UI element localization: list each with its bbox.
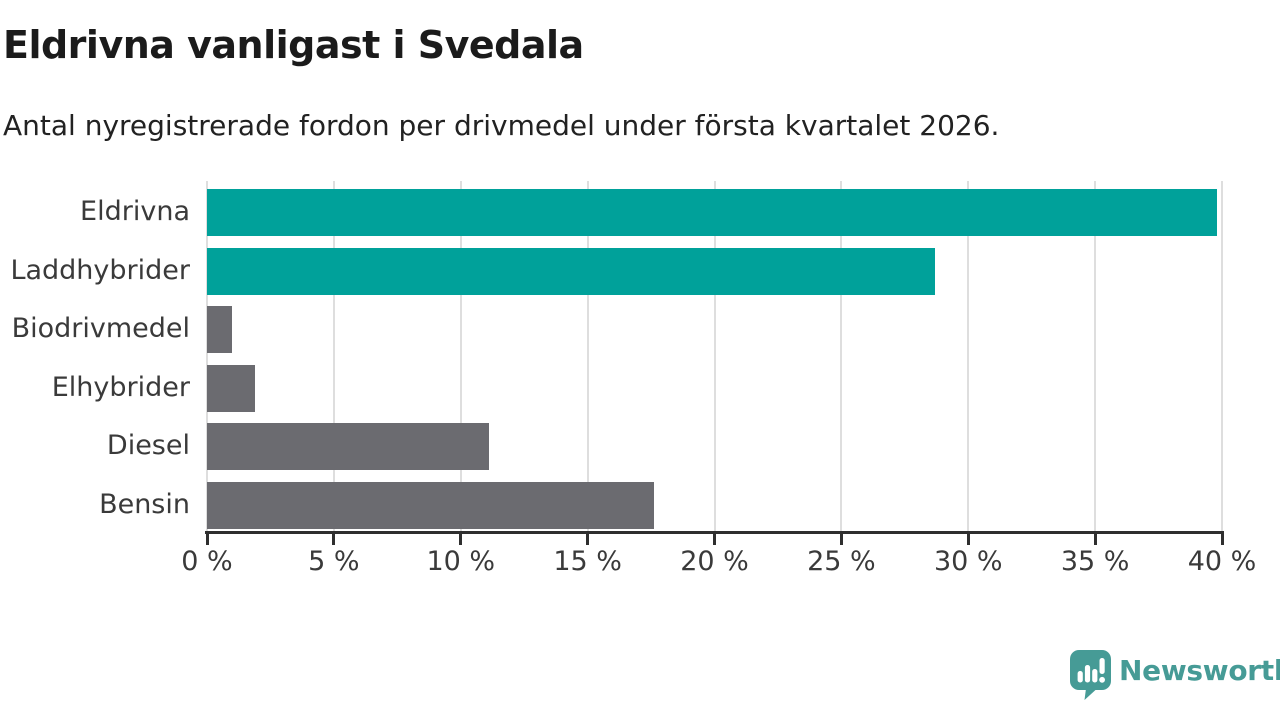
gridline <box>967 181 970 531</box>
x-axis-tick-label: 15 % <box>553 546 622 577</box>
category-label: Diesel <box>106 430 190 462</box>
x-axis-tick <box>586 534 590 545</box>
category-label: Laddhybrider <box>10 254 190 286</box>
gridline <box>1094 181 1097 531</box>
chart-title: Eldrivna vanligast i Svedala <box>3 23 584 67</box>
bar-biodrivmedel <box>207 306 233 354</box>
bar-eldrivna <box>207 189 1217 236</box>
gridline <box>840 181 843 531</box>
x-axis-tick-label: 40 % <box>1187 546 1257 577</box>
category-label: Bensin <box>99 489 190 520</box>
x-axis-tick <box>966 534 970 545</box>
x-axis-tick <box>332 534 336 545</box>
x-axis-tick-label: 0 % <box>181 546 233 577</box>
gridline <box>713 181 716 531</box>
plot-area <box>206 181 1223 531</box>
gridline <box>332 181 335 531</box>
x-axis-tick <box>1093 534 1097 545</box>
x-axis-tick-label: 5 % <box>308 546 360 577</box>
x-axis-line <box>205 531 1224 534</box>
x-axis-tick-label: 20 % <box>680 546 749 577</box>
gridline <box>206 181 208 531</box>
bar-diesel <box>207 423 489 471</box>
brand-footer: Newsworthy <box>1070 650 1280 700</box>
gridline <box>459 181 462 531</box>
x-axis-tick <box>839 534 843 545</box>
chart-subtitle: Antal nyregistrerade fordon per drivmede… <box>3 109 1000 142</box>
brand-name: Newsworthy <box>1119 654 1280 687</box>
bar-laddhybrider <box>207 247 936 295</box>
x-axis-tick-label: 25 % <box>807 546 876 577</box>
x-axis-tick-label: 10 % <box>426 546 496 577</box>
category-label: Eldrivna <box>80 196 190 227</box>
category-label: Biodrivmedel <box>11 313 190 345</box>
x-axis-tick-label: 35 % <box>1060 546 1130 577</box>
x-axis-tick-label: 30 % <box>933 546 1003 577</box>
x-axis-tick <box>459 534 463 545</box>
x-axis-tick <box>1220 534 1224 545</box>
bar-elhybrider <box>207 364 256 412</box>
gridline <box>1221 181 1223 531</box>
x-axis-tick <box>205 534 209 545</box>
x-axis-tick <box>713 534 716 545</box>
category-label: Elhybrider <box>51 371 190 403</box>
gridline <box>586 181 589 531</box>
newsworthy-logo-icon <box>1070 650 1111 700</box>
bar-bensin <box>207 482 654 529</box>
